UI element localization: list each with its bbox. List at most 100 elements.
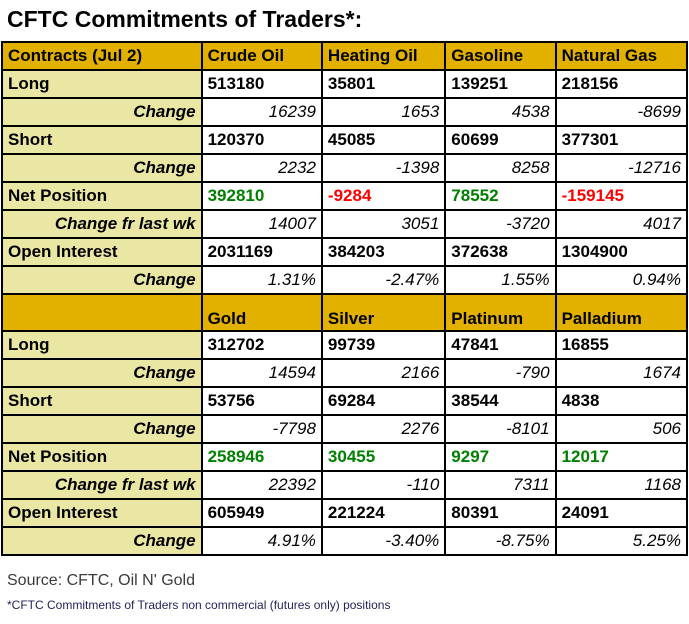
cell-value: 312702 — [200, 330, 323, 360]
row-label: Change — [1, 526, 203, 556]
footnote-text: *CFTC Commitments of Traders non commerc… — [7, 598, 391, 612]
cell-value: 2166 — [320, 358, 447, 388]
cell-value: 2031169 — [200, 237, 323, 267]
cell-value: 513180 — [200, 69, 323, 99]
table-row: Net Position 258946 30455 9297 12017 — [1, 442, 689, 472]
column-header: Crude Oil — [200, 41, 323, 71]
column-header: Gasoline — [444, 41, 557, 71]
column-header: Silver — [320, 293, 447, 332]
row-label: Change fr last wk — [1, 470, 203, 500]
cell-value: 24091 — [554, 498, 689, 528]
cell-value: 377301 — [554, 125, 689, 155]
cell-value: 1653 — [320, 97, 447, 127]
table-row: Change 4.91% -3.40% -8.75% 5.25% — [1, 526, 689, 556]
table-row: Change fr last wk 22392 -110 7311 1168 — [1, 470, 689, 500]
cell-value: 78552 — [444, 181, 557, 211]
cell-value: 12017 — [554, 442, 689, 472]
column-header: Natural Gas — [554, 41, 689, 71]
cell-value: 35801 — [320, 69, 447, 99]
column-header: Gold — [200, 293, 323, 332]
row-label: Change — [1, 153, 203, 183]
cell-value: 3051 — [320, 209, 447, 239]
column-header: Palladium — [554, 293, 689, 332]
cell-value: 9297 — [444, 442, 557, 472]
table-row: Change 1.31% -2.47% 1.55% 0.94% — [1, 265, 689, 295]
cell-value: 4017 — [554, 209, 689, 239]
table-row: Change 2232 -1398 8258 -12716 — [1, 153, 689, 183]
table-row: Open Interest 2031169 384203 372638 1304900 — [1, 237, 689, 267]
cell-value: -9284 — [320, 181, 447, 211]
table-row: Short 120370 45085 60699 377301 — [1, 125, 689, 155]
row-label: Net Position — [1, 442, 203, 472]
cell-value: 38544 — [444, 386, 557, 416]
page-title: CFTC Commitments of Traders*: — [7, 6, 363, 32]
cell-value: 5.25% — [554, 526, 689, 556]
cell-value: 0.94% — [554, 265, 689, 295]
row-label: Short — [1, 386, 203, 416]
cell-value: 1.55% — [444, 265, 557, 295]
cell-value: 258946 — [200, 442, 323, 472]
table-row: Change -7798 2276 -8101 506 — [1, 414, 689, 444]
cell-value: 506 — [554, 414, 689, 444]
row-label: Long — [1, 330, 203, 360]
section-header-row: Contracts (Jul 2) Crude Oil Heating Oil Gas… — [1, 41, 689, 71]
table-row: Open Interest 605949 221224 80391 24091 — [1, 498, 689, 528]
cell-value: 47841 — [444, 330, 557, 360]
cell-value: 218156 — [554, 69, 689, 99]
cell-value: 80391 — [444, 498, 557, 528]
cell-value: -1398 — [320, 153, 447, 183]
row-label: Open Interest — [1, 498, 203, 528]
cell-value: 2232 — [200, 153, 323, 183]
cell-value: 7311 — [444, 470, 557, 500]
table-row: Change 16239 1653 4538 -8699 — [1, 97, 689, 127]
row-label: Open Interest — [1, 237, 203, 267]
cell-value: 53756 — [200, 386, 323, 416]
cell-value: -8699 — [554, 97, 689, 127]
cell-value: -3720 — [444, 209, 557, 239]
cell-value: 1.31% — [200, 265, 323, 295]
cell-value: 16239 — [200, 97, 323, 127]
cell-value: -790 — [444, 358, 557, 388]
column-header: Heating Oil — [320, 41, 447, 71]
cell-value: -7798 — [200, 414, 323, 444]
row-label: Long — [1, 69, 203, 99]
row-label: Change fr last wk — [1, 209, 203, 239]
row-label: Change — [1, 414, 203, 444]
cell-value: 120370 — [200, 125, 323, 155]
cell-value: 139251 — [444, 69, 557, 99]
cell-value: 372638 — [444, 237, 557, 267]
row-label: Change — [1, 97, 203, 127]
row-label: Net Position — [1, 181, 203, 211]
cell-value: 16855 — [554, 330, 689, 360]
table-row: Change 14594 2166 -790 1674 — [1, 358, 689, 388]
section-header-row: Gold Silver Platinum Palladium — [1, 293, 689, 332]
cell-value: 99739 — [320, 330, 447, 360]
cell-value: -159145 — [554, 181, 689, 211]
cell-value: 4.91% — [200, 526, 323, 556]
cell-value: 60699 — [444, 125, 557, 155]
cell-value: 1168 — [554, 470, 689, 500]
cell-value: 69284 — [320, 386, 447, 416]
cell-value: 384203 — [320, 237, 447, 267]
cell-value: 30455 — [320, 442, 447, 472]
cell-value: -8101 — [444, 414, 557, 444]
row-label: Change — [1, 358, 203, 388]
table-row: Short 53756 69284 38544 4838 — [1, 386, 689, 416]
header-label-cell — [1, 293, 203, 332]
table-row: Net Position 392810 -9284 78552 -159145 — [1, 181, 689, 211]
cell-value: -2.47% — [320, 265, 447, 295]
cell-value: 1674 — [554, 358, 689, 388]
row-label: Short — [1, 125, 203, 155]
cell-value: 605949 — [200, 498, 323, 528]
table-row: Long 312702 99739 47841 16855 — [1, 330, 689, 360]
header-label-cell: Contracts (Jul 2) — [1, 41, 203, 71]
cell-value: -110 — [320, 470, 447, 500]
cell-value: 14594 — [200, 358, 323, 388]
cell-value: 4538 — [444, 97, 557, 127]
row-label: Change — [1, 265, 203, 295]
cell-value: 22392 — [200, 470, 323, 500]
cell-value: 392810 — [200, 181, 323, 211]
cell-value: 45085 — [320, 125, 447, 155]
cell-value: 8258 — [444, 153, 557, 183]
